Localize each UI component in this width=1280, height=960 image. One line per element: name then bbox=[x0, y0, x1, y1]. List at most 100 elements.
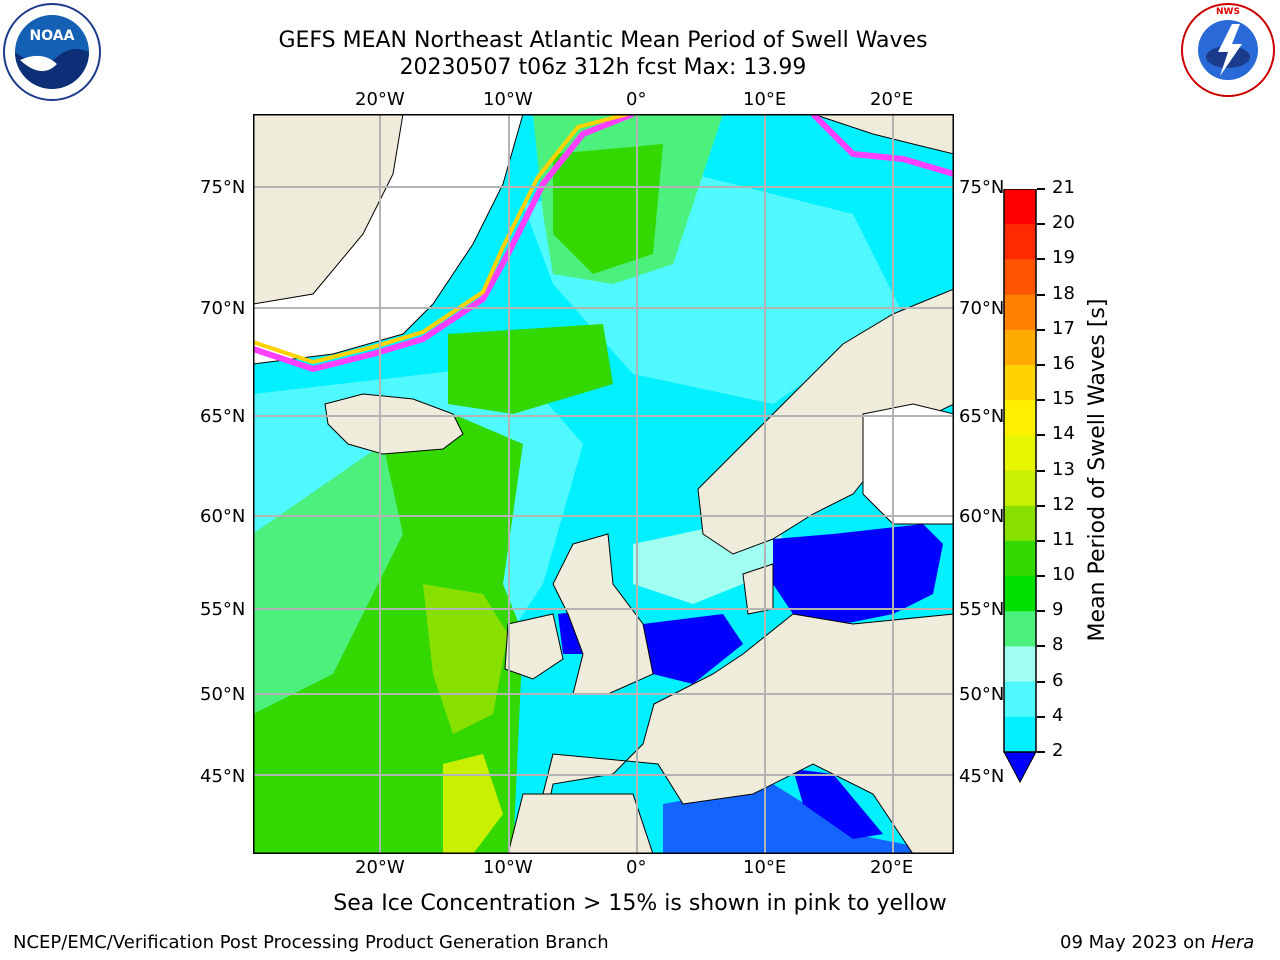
lat-label-50n-right: 50°N bbox=[959, 684, 1005, 705]
graticule bbox=[253, 114, 954, 854]
colorbar-extend-triangle bbox=[1003, 751, 1037, 784]
lat-label-75n: 75°N bbox=[200, 177, 246, 198]
lat-label-50n: 50°N bbox=[200, 684, 246, 705]
colorbar-segment bbox=[1004, 224, 1036, 260]
lat-label-60n-right: 60°N bbox=[959, 506, 1005, 527]
colorbar-tick-label: 16 bbox=[1052, 352, 1075, 374]
colorbar-segment bbox=[1004, 716, 1036, 753]
lon-label-0: 0° bbox=[626, 89, 647, 110]
lat-label-70n-right: 70°N bbox=[959, 298, 1005, 319]
colorbar-tick-label: 12 bbox=[1052, 493, 1075, 515]
colorbar-tick-label: 17 bbox=[1052, 317, 1075, 339]
colorbar-segment bbox=[1004, 259, 1036, 296]
ocean-yellowgreen bbox=[423, 584, 508, 734]
land-svalbard bbox=[812, 114, 954, 155]
footer-right: 09 May 2023 on Hera bbox=[1060, 932, 1254, 953]
colorbar-segment bbox=[1004, 435, 1036, 471]
colorbar-tick-label: 20 bbox=[1052, 212, 1075, 234]
colorbar-tick-label: 18 bbox=[1052, 282, 1075, 304]
colorbar bbox=[1003, 188, 1037, 784]
colorbar-segment bbox=[1004, 329, 1036, 366]
lon-label-10w-bottom: 10°W bbox=[483, 857, 533, 878]
ocean-green-north bbox=[553, 144, 663, 274]
svg-text:NOAA: NOAA bbox=[30, 28, 75, 44]
sea-mediterranean bbox=[663, 784, 954, 854]
sea-ice-edge bbox=[253, 114, 635, 373]
colorbar-tick bbox=[1037, 293, 1045, 296]
sea-north-sea-south bbox=[643, 614, 743, 684]
lon-label-10e-bottom: 10°E bbox=[743, 857, 787, 878]
colorbar-segment bbox=[1004, 364, 1036, 401]
colorbar-tick bbox=[1037, 363, 1045, 366]
land-iberia bbox=[507, 793, 654, 854]
colorbar-tick bbox=[1037, 680, 1045, 683]
land-ireland bbox=[504, 613, 564, 680]
lon-label-10e: 10°E bbox=[743, 89, 787, 110]
colorbar-tick-label: 6 bbox=[1052, 669, 1064, 691]
colorbar-tick bbox=[1037, 223, 1045, 226]
colorbar-tick-label: 2 bbox=[1052, 740, 1064, 761]
lat-label-55n: 55°N bbox=[200, 599, 246, 620]
colorbar-segment bbox=[1004, 505, 1036, 542]
land-iceland bbox=[324, 393, 464, 455]
colorbar-tick-label: 9 bbox=[1052, 599, 1064, 621]
colorbar-segment bbox=[1004, 189, 1036, 225]
colorbar-segment bbox=[1004, 646, 1036, 683]
lat-label-60n: 60°N bbox=[200, 506, 246, 527]
land-finland-ice bbox=[862, 403, 954, 525]
colorbar-tick-label: 21 bbox=[1052, 177, 1075, 198]
land-greenland-coast bbox=[253, 114, 404, 305]
colorbar-segment bbox=[1004, 294, 1036, 331]
ocean-yellowgreen-2 bbox=[443, 754, 503, 854]
colorbar-tick bbox=[1037, 610, 1045, 613]
lon-label-20e-bottom: 20°E bbox=[870, 857, 914, 878]
colorbar-tick bbox=[1037, 504, 1045, 507]
colorbar-tick bbox=[1037, 715, 1045, 718]
ocean-green-central bbox=[448, 324, 613, 414]
colorbar-outline bbox=[1003, 188, 1037, 753]
lat-label-65n: 65°N bbox=[200, 406, 246, 427]
svg-text:NWS: NWS bbox=[1216, 7, 1240, 17]
colorbar-segment bbox=[1004, 470, 1036, 507]
footer-left: NCEP/EMC/Verification Post Processing Pr… bbox=[13, 932, 609, 953]
lat-label-70n: 70°N bbox=[200, 298, 246, 319]
chart-title-line2: 20230507 t06z 312h fcst Max: 13.99 bbox=[399, 55, 807, 80]
colorbar-tick bbox=[1037, 258, 1045, 261]
colorbar-segment bbox=[1004, 400, 1036, 436]
map-panel bbox=[252, 113, 955, 855]
colorbar-tick bbox=[1037, 539, 1045, 542]
lat-label-45n: 45°N bbox=[200, 766, 246, 787]
colorbar-label: Mean Period of Swell Waves [s] bbox=[1085, 298, 1110, 642]
lat-label-55n-right: 55°N bbox=[959, 599, 1005, 620]
colorbar-tick bbox=[1037, 434, 1045, 437]
sea-adriatic bbox=[793, 769, 883, 839]
nws-logo: NWS bbox=[1180, 2, 1276, 98]
noaa-logo: NOAA bbox=[2, 2, 102, 102]
colorbar-tick-label: 4 bbox=[1052, 704, 1064, 726]
lat-label-45n-right: 45°N bbox=[959, 766, 1005, 787]
lon-label-0-bottom: 0° bbox=[626, 857, 647, 878]
lat-label-65n-right: 65°N bbox=[959, 406, 1005, 427]
ocean-light-green-west bbox=[253, 444, 403, 714]
colorbar-tick-label: 19 bbox=[1052, 247, 1075, 269]
chart-title-line1: GEFS MEAN Northeast Atlantic Mean Period… bbox=[278, 28, 928, 53]
colorbar-segment bbox=[1004, 576, 1036, 612]
colorbar-tick-label: 14 bbox=[1052, 423, 1075, 445]
lon-label-20w-bottom: 20°W bbox=[355, 857, 405, 878]
sea-baltic bbox=[773, 524, 943, 624]
footer-date: 09 May 2023 on bbox=[1060, 932, 1212, 953]
lat-label-75n-right: 75°N bbox=[959, 177, 1005, 198]
caption: Sea Ice Concentration > 15% is shown in … bbox=[333, 891, 947, 916]
footer-machine: Hera bbox=[1211, 932, 1255, 953]
colorbar-tick-label: 11 bbox=[1052, 528, 1075, 550]
colorbar-tick bbox=[1037, 328, 1045, 331]
sea-ice-edge-yellow bbox=[253, 114, 629, 365]
colorbar-tick bbox=[1037, 188, 1045, 190]
colorbar-tick-label: 15 bbox=[1052, 388, 1075, 410]
colorbar-tick bbox=[1037, 751, 1045, 753]
colorbar-tick bbox=[1037, 399, 1045, 402]
colorbar-tick bbox=[1037, 645, 1045, 648]
colorbar-segment bbox=[1004, 681, 1036, 718]
colorbar-tick bbox=[1037, 469, 1045, 472]
colorbar-tick-label: 10 bbox=[1052, 564, 1075, 586]
